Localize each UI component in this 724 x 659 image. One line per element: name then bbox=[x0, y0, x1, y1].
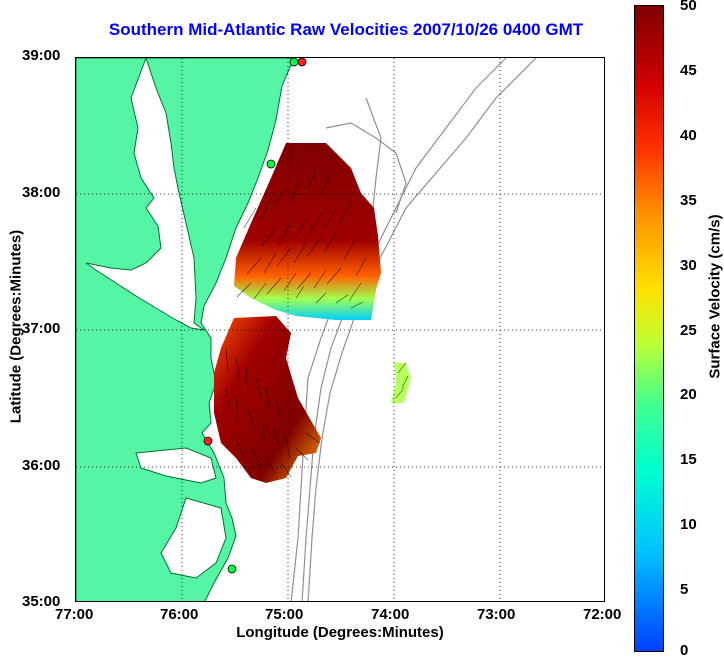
bathymetry-contour bbox=[325, 122, 407, 214]
x-tick-label: 74:00 bbox=[371, 606, 410, 623]
colorbar-tick-label: 10 bbox=[680, 516, 697, 533]
x-tick-label: 72:00 bbox=[583, 606, 622, 623]
y-axis-label: Latitude (Degrees:Minutes) bbox=[7, 229, 25, 424]
velocity-field-north bbox=[234, 143, 381, 320]
chesapeake-bay bbox=[85, 58, 205, 331]
x-tick-label: 77:00 bbox=[55, 606, 94, 623]
colorbar-label: Surface Velocity (cm/s) bbox=[706, 214, 724, 379]
colorbar-tick-label: 25 bbox=[680, 322, 697, 339]
colorbar-tick-label: 5 bbox=[680, 581, 689, 598]
map-svg bbox=[76, 58, 604, 601]
pamlico-sound bbox=[160, 497, 227, 579]
velocity-field-offshore bbox=[391, 363, 411, 403]
bathymetry-contour bbox=[307, 58, 537, 601]
x-axis-label: Longitude (Degrees:Minutes) bbox=[236, 624, 444, 641]
colorbar-tick-label: 15 bbox=[680, 451, 697, 468]
colorbar bbox=[634, 5, 664, 652]
colorbar-tick-label: 0 bbox=[680, 642, 689, 659]
station-marker-red bbox=[203, 436, 213, 446]
x-tick-label: 75:00 bbox=[265, 606, 304, 623]
albemarle-sound bbox=[135, 447, 217, 484]
colorbar-tick-label: 45 bbox=[680, 62, 697, 79]
map-panel bbox=[75, 57, 605, 602]
x-tick-label: 73:00 bbox=[477, 606, 516, 623]
y-tick-label: 39:00 bbox=[22, 47, 61, 64]
station-marker-red bbox=[297, 58, 307, 67]
colorbar-tick-label: 30 bbox=[680, 257, 697, 274]
map-title: Southern Mid-Atlantic Raw Velocities 200… bbox=[108, 20, 584, 39]
land-mass bbox=[76, 58, 295, 601]
velocity-field-south bbox=[214, 316, 321, 483]
colorbar-tick-label: 40 bbox=[680, 127, 697, 144]
y-tick-label: 36:00 bbox=[22, 457, 61, 474]
colorbar-tick-label: 35 bbox=[680, 192, 697, 209]
station-marker-green bbox=[227, 564, 237, 574]
y-tick-label: 35:00 bbox=[22, 593, 61, 610]
y-tick-label: 37:00 bbox=[22, 320, 61, 337]
colorbar-tick-label: 50 bbox=[680, 0, 697, 14]
station-marker-green bbox=[266, 159, 276, 169]
station-marker-green bbox=[289, 58, 299, 67]
colorbar-tick-label: 20 bbox=[680, 386, 697, 403]
y-tick-label: 38:00 bbox=[22, 184, 61, 201]
grid-lines bbox=[76, 58, 604, 601]
x-tick-label: 76:00 bbox=[160, 606, 199, 623]
velocity-vectors bbox=[225, 167, 409, 478]
